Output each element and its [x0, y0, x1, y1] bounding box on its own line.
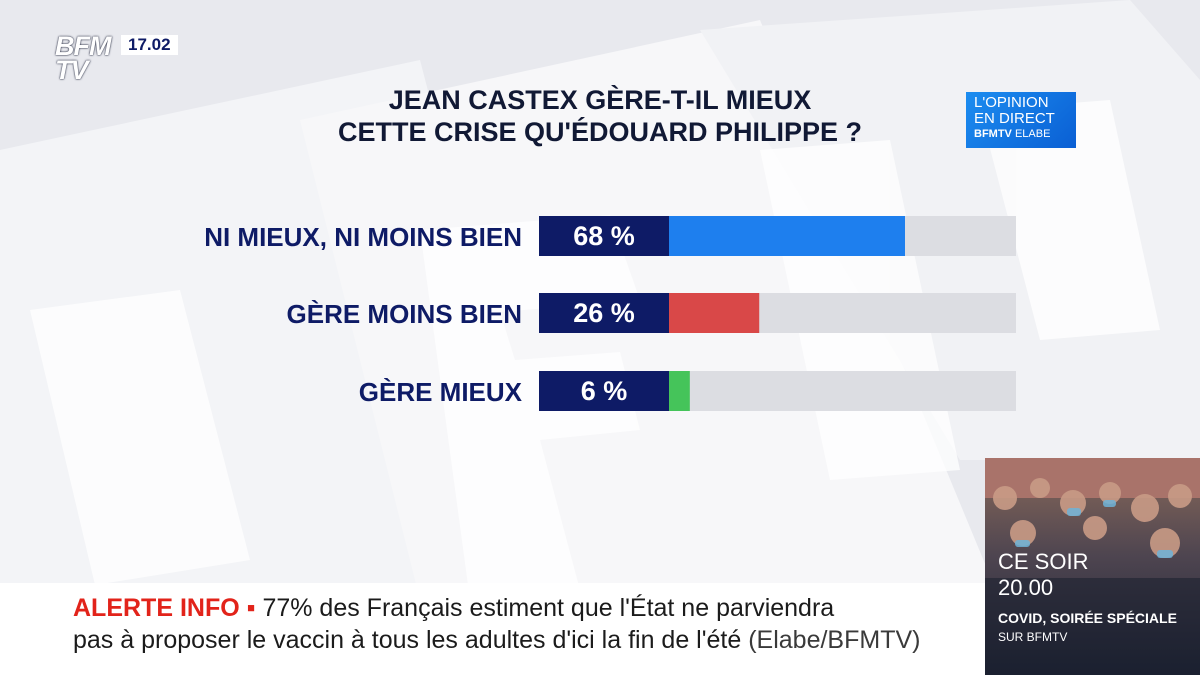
ticker-source: (Elabe/BFMTV) [748, 626, 921, 654]
bar-value-box-1 [539, 293, 669, 333]
crowd-photo [985, 458, 1200, 675]
category-label-2: GÈRE MIEUX [359, 377, 523, 407]
ticker-line-1: ALERTE INFO ▪ 77% des Français estiment … [73, 593, 834, 623]
alert-square-icon: ▪ [239, 594, 263, 622]
opinion-partner: ELABE [1014, 128, 1051, 140]
opinion-line-1: L'OPINION [974, 94, 1049, 111]
category-label-0: NI MIEUX, NI MOINS BIEN [204, 222, 522, 252]
promo-time: 20.00 [998, 575, 1054, 600]
opinion-brand-name: BFMTV [974, 128, 1012, 140]
news-ticker: ALERTE INFO ▪ 77% des Français estiment … [0, 583, 985, 675]
bfmtv-logo: BFM TV [55, 31, 111, 85]
opinion-en-direct-badge: L'OPINION EN DIRECT BFMTV ELABE [966, 92, 1076, 148]
bar-value-box-2 [539, 371, 669, 411]
title-line-2: CETTE CRISE QU'ÉDOUARD PHILIPPE ? [338, 117, 862, 147]
opinion-line-2: EN DIRECT [974, 110, 1055, 127]
opinion-brand: BFMTV ELABE [974, 127, 1068, 141]
promo-channel: SUR BFMTV [998, 630, 1068, 644]
bar-value-label-0: 68 % [573, 221, 635, 251]
title-line-1: JEAN CASTEX GÈRE-T-IL MIEUX [388, 85, 812, 115]
bar-value-label-2: 6 % [581, 376, 628, 406]
ticker-line-2: pas à proposer le vaccin à tous les adul… [73, 625, 920, 655]
ticker-text-1: 77% des Français estiment que l'État ne … [262, 594, 835, 622]
chart-title: JEAN CASTEX GÈRE-T-IL MIEUX CETTE CRISE … [280, 84, 920, 148]
alert-info-label: ALERTE INFO [73, 594, 240, 622]
promo-ce-soir: CE SOIR [998, 549, 1089, 574]
bar-fill-2 [669, 371, 690, 411]
ticker-text-2: pas à proposer le vaccin à tous les adul… [73, 626, 742, 654]
promo-show-title: COVID, SOIRÉE SPÉCIALE [998, 610, 1177, 626]
bar-fill-0 [669, 216, 905, 256]
bar-value-box-0 [539, 216, 669, 256]
clock: 17.02 [121, 35, 178, 55]
program-promo-thumbnail[interactable]: CE SOIR 20.00 COVID, SOIRÉE SPÉCIALE SUR… [985, 458, 1200, 675]
category-label-1: GÈRE MOINS BIEN [287, 299, 522, 329]
bar-value-label-1: 26 % [573, 298, 635, 328]
bar-fill-1 [669, 293, 760, 333]
